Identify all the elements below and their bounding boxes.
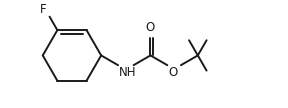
Text: NH: NH [119,66,137,79]
Text: O: O [146,21,155,34]
Text: O: O [168,66,177,79]
Text: F: F [40,3,47,16]
